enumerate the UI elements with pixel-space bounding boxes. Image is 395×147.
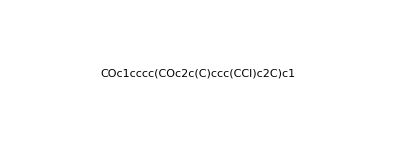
Text: COc1cccc(COc2c(C)ccc(CCl)c2C)c1: COc1cccc(COc2c(C)ccc(CCl)c2C)c1	[100, 69, 295, 78]
